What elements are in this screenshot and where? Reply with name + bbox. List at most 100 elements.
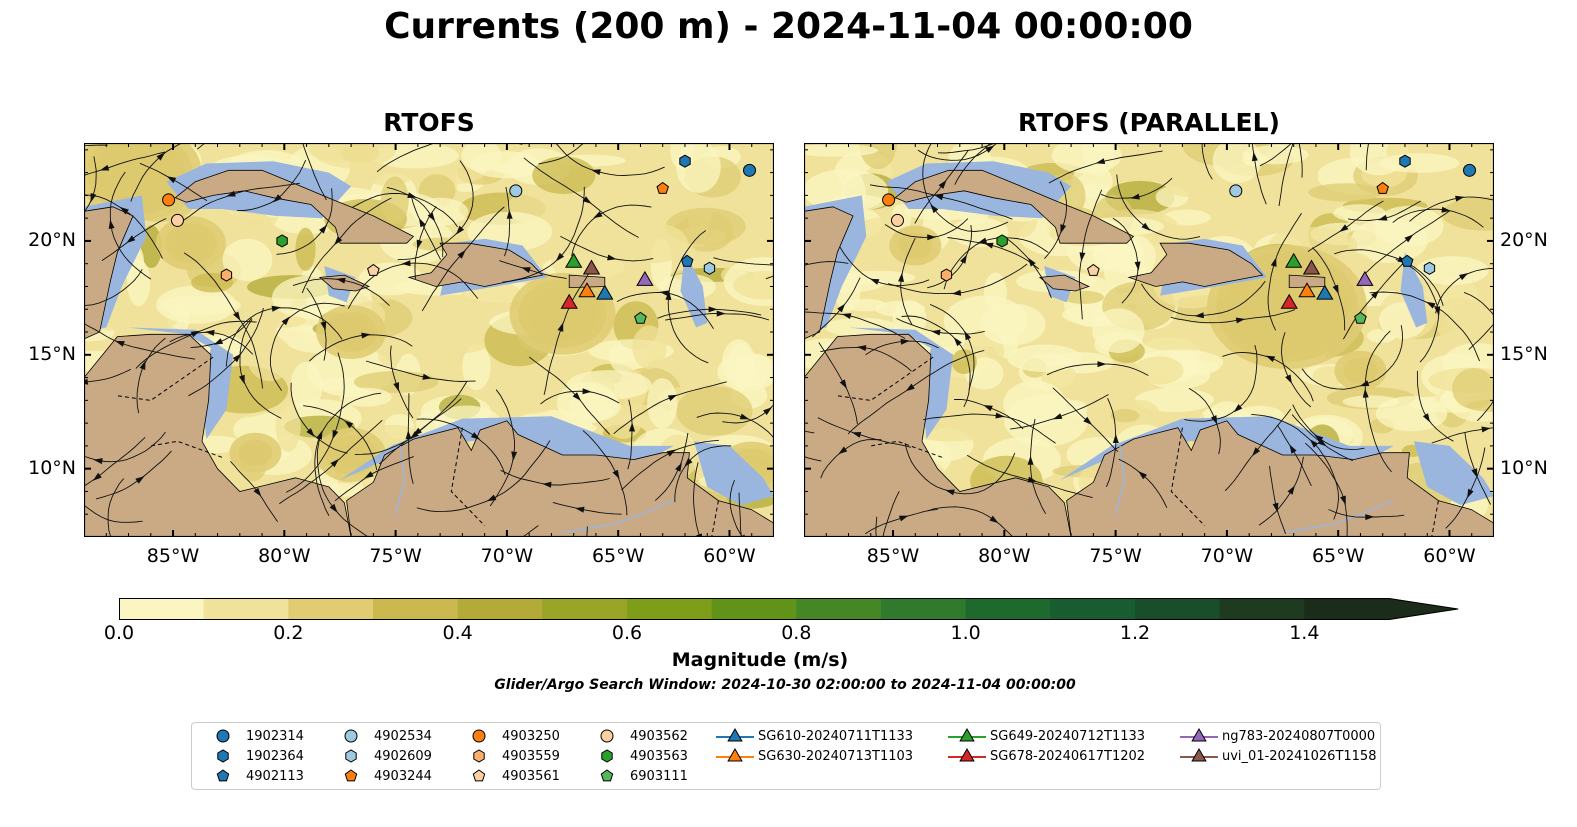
colorbar-tick-label: 1.0 [950,622,981,644]
streamline [1468,322,1494,350]
streamline-arrow [995,412,1005,419]
x-tick-label: 75°W [1089,545,1142,567]
y-tick-label-right: 10°N [1500,456,1548,479]
streamline-arrow [1079,252,1086,262]
streamline [922,143,1009,232]
streamline-arrow [1317,438,1327,447]
float-marker-4903561 [367,263,380,276]
streamline-arrow [1270,257,1277,267]
colorbar-bin [796,598,882,620]
country-border [1431,500,1439,537]
streamline-arrow [1252,447,1261,457]
streamline-arrow [166,176,177,184]
legend-label: SG630-20240713T1103 [758,748,914,764]
streamline-arrow [869,278,880,285]
legend-pentagon-icon [600,769,614,782]
land-cuba [894,169,1135,244]
streamline-arrow [931,329,941,336]
streamline-arrow [156,152,166,161]
streamline [804,261,849,267]
streamline [1364,330,1392,473]
streamline [1201,143,1213,180]
streamline-arrow [607,254,617,261]
streamline-arrow [412,427,422,436]
streamline-arrow [960,254,967,264]
streamline-arrow [1027,455,1034,465]
x-tick-label: 70°W [1200,545,1254,567]
colorbar-tick-label: 0.0 [103,622,135,644]
streamline-arrow [985,145,995,153]
streamline-arrow [542,481,552,488]
colorbar-tick-label: 1.2 [1119,622,1151,644]
streamline [109,171,152,280]
streamline [1112,217,1139,304]
streamline-arrow [582,196,592,204]
colorbar-tick-label: 0.6 [611,622,643,644]
legend-pentagon-icon [472,769,486,782]
glider-marker-SG610-20240711T1133 [596,284,614,300]
streamline [927,225,973,289]
streamline [954,143,992,185]
glider-marker-ng783-20240807T0000 [636,270,654,286]
x-tick-label: 60°W [1423,545,1476,567]
colorbar-tick-label: 0.8 [781,622,812,644]
legend-entry: 4902534 [332,727,432,745]
legend-marker-icon [600,769,614,782]
streamline-arrow [521,267,531,273]
streamline-arrow [470,432,481,440]
float-marker-4902113 [680,254,694,267]
streamline-arrow [1027,257,1036,267]
streamline [276,188,333,255]
colorbar [119,598,1459,620]
streamline-arrow [419,218,426,228]
streamline [1431,427,1494,444]
streamline [616,291,714,329]
colorbar-bin [627,598,713,620]
legend-circle-icon [344,729,358,743]
streamline [1044,181,1067,259]
streamline-arrow [575,506,585,513]
legend-entry: 6903111 [588,767,688,785]
streamline-arrow [989,515,999,524]
country-border [837,356,934,401]
legend-entry: 4903559 [460,747,560,765]
streamline-arrow [1138,471,1147,480]
streamline-arrow [708,306,718,313]
streamline [489,389,516,507]
streamline [1395,258,1439,363]
streamline-arrow [320,321,327,331]
streamline-arrow [329,503,338,513]
legend-entry: 1902364 [204,747,304,765]
colorbar-bin [119,598,205,620]
legend-marker-icon [217,749,229,763]
map-panel-rtofs [84,143,774,537]
colorbar-outline [119,598,1459,620]
colorbar-bin [373,598,459,620]
streamline-arrow [361,332,371,339]
streamline [875,516,878,537]
streamline-arrow [898,272,904,282]
land-jamaica [1038,274,1090,292]
x-tick-label: 85°W [146,545,200,567]
streamline-arrow [837,303,846,313]
legend-entry: uvi_01-20241026T1158 [1180,747,1376,765]
streamline [181,182,300,222]
streamline [386,186,444,258]
streamline [1343,262,1405,340]
streamline [290,382,348,454]
streamline-arrow [1422,413,1430,423]
streamline-arrow [666,449,676,457]
streamline [136,337,166,414]
float-marker-4903250 [162,193,176,207]
streamline-arrow [905,383,915,392]
streamline-arrow [684,458,693,467]
streamline-arrow [253,487,262,497]
x-tick-label: 75°W [369,545,422,567]
colorbar-bin [1219,598,1305,620]
streamline-arrow [407,192,417,198]
legend-marker-icon [600,729,614,743]
legend-label: 1902314 [246,728,304,744]
legend-label: 6903111 [630,768,688,784]
glider-marker-SG649-20240712T1133 [565,252,583,268]
streamline [882,491,900,537]
